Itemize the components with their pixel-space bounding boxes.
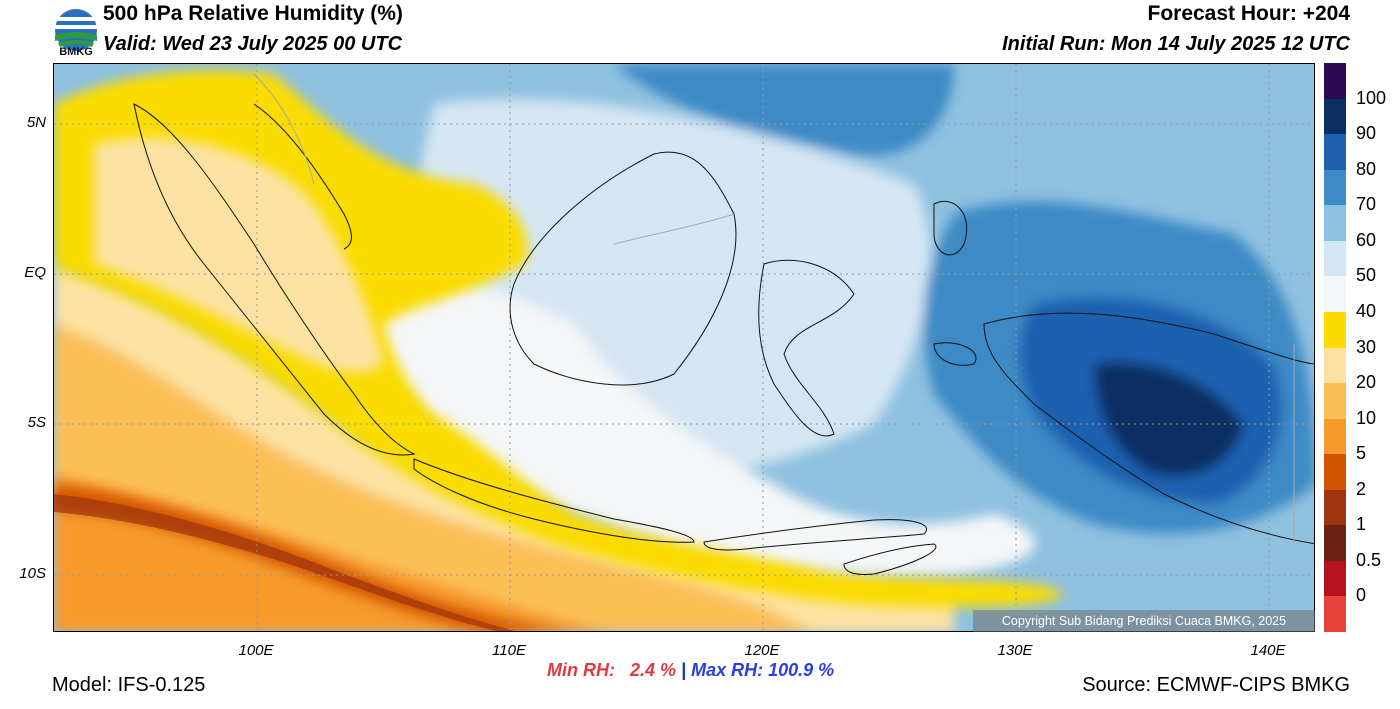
lon-label-140e: 140E [1250,642,1286,659]
nusa-tenggara-coast [703,519,927,551]
sumatra-coast [133,103,416,456]
colorbar-segment [1324,596,1346,632]
colorbar-segment [1324,134,1346,170]
lon-label-100e: 100E [238,642,274,659]
lon-label-130e: 130E [997,642,1033,659]
max-rh-value: Max RH: 100.9 % [691,660,835,680]
timor-coast [843,543,937,575]
field-90 [1094,362,1244,477]
colorbar-label: 60 [1356,229,1377,250]
colorbar-segment [1324,63,1346,99]
colorbar-label: 0 [1356,585,1367,606]
colorbar-label: 1 [1356,514,1367,535]
seram-coast [933,342,977,366]
field-70-north [614,64,954,156]
colorbar-segment [1324,489,1346,526]
colorbar-label: 5 [1356,443,1367,464]
lat-label-10s: 10S [19,565,46,582]
colorbar-segment [1324,418,1346,455]
colorbar-label: 10 [1356,407,1377,428]
lon-label-110e: 110E [492,642,526,659]
colorbar-segment [1324,240,1346,277]
colorbar-segment [1324,454,1346,490]
colorbar-label: 70 [1356,194,1377,215]
coastlines [133,103,1314,575]
colorbar-segment [1324,311,1346,348]
colorbar-label: 40 [1356,300,1377,321]
colorbar-segment [1324,347,1346,384]
source-label: Source: ECMWF-CIPS BMKG [1082,674,1350,696]
sulawesi-coast [758,259,855,437]
colorbar-segment [1324,525,1346,561]
colorbar-label: 2 [1356,478,1367,499]
lon-label-120e: 120E [744,642,780,659]
colorbar-label: 100 [1356,87,1387,108]
papua-coast [983,312,1314,545]
min-rh-value: 2.4 % [630,660,677,680]
colorbar-label: 90 [1356,123,1377,144]
colorbar-label: 30 [1356,336,1377,357]
humidity-map [53,63,1315,632]
java-coast [413,458,695,543]
colorbar-segment [1324,276,1346,312]
min-rh-label: Min RH: [547,660,615,680]
halmahera-coast [933,200,968,256]
lat-label-5n: 5N [26,114,46,131]
field-1 [54,494,516,631]
logo-text: BMKG [59,46,93,58]
colorbar-label: 0.5 [1356,549,1382,570]
colorbar-label: 20 [1356,372,1377,393]
min-max-rh: Min RH: 2.4 % | Max RH: 100.9 % [547,660,834,681]
lat-label-eq: EQ [24,264,46,281]
field-20-sumatra [94,137,384,373]
chart-title: 500 hPa Relative Humidity (%) [103,2,403,25]
copyright-note: Copyright Sub Bidang Prediksi Cuaca BMKG… [973,610,1315,632]
lat-label-5s: 5S [27,414,46,431]
field-5 [54,474,606,631]
model-label: Model: IFS-0.125 [52,674,206,696]
colorbar-segment [1324,383,1346,419]
graticule [54,64,1314,631]
colorbar [1324,63,1346,632]
initial-run: Initial Run: Mon 14 July 2025 12 UTC [1002,33,1350,55]
min-max-separator: | [676,660,692,680]
forecast-hour: Forecast Hour: +204 [1147,2,1351,25]
colorbar-segment [1324,169,1346,206]
bmkg-logo [55,9,97,51]
colorbar-segment [1324,205,1346,241]
colorbar-segment [1324,560,1346,597]
borneo-coast [509,151,737,386]
colorbar-segment [1324,98,1346,135]
malay-coast [253,103,352,250]
colorbar-label: 50 [1356,265,1377,286]
valid-time: Valid: Wed 23 July 2025 00 UTC [103,33,403,55]
min-rh-spacer [615,660,630,680]
colorbar-label: 80 [1356,158,1377,179]
borders [253,73,1295,544]
